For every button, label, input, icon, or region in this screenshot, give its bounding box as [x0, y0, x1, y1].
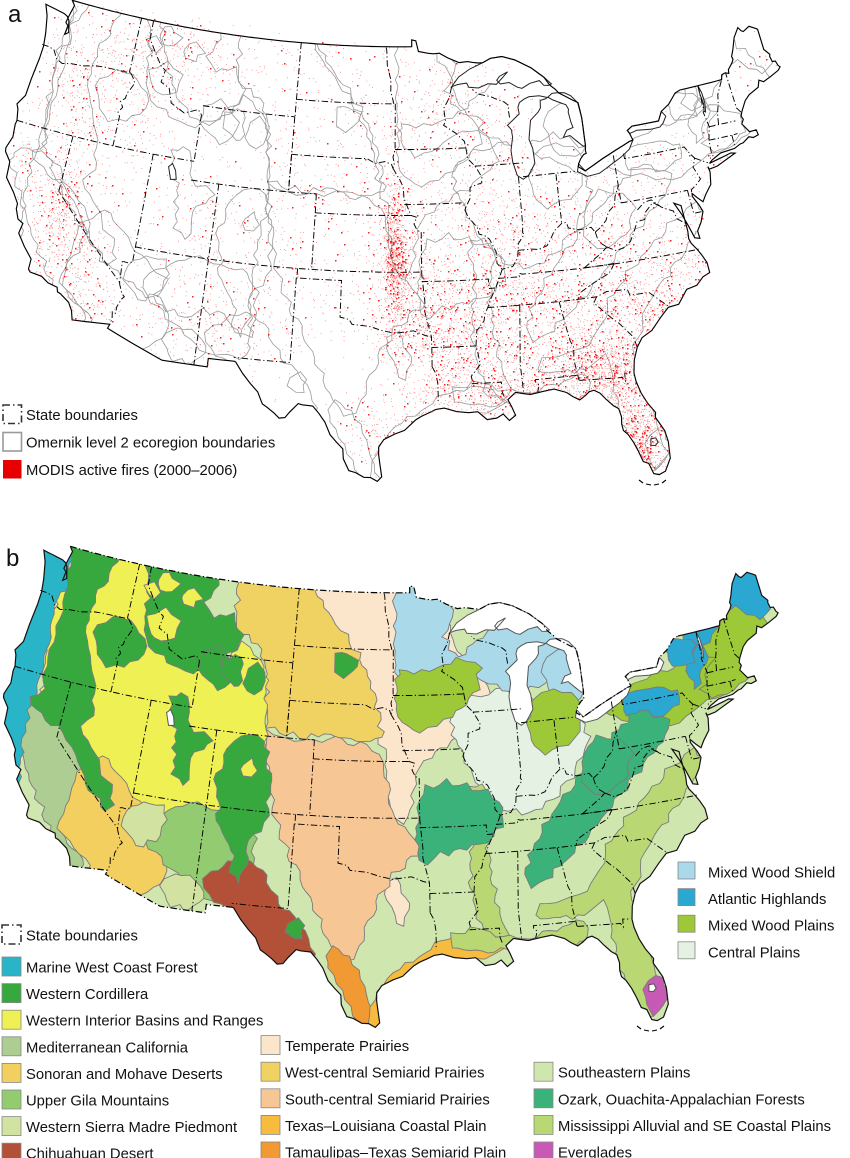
svg-text:Omernik level 2 ecoregion boun: Omernik level 2 ecoregion boundaries: [26, 436, 275, 452]
svg-text:Texas–Louisiana Coastal Plain: Texas–Louisiana Coastal Plain: [285, 1119, 487, 1135]
svg-text:Mixed Wood Plains: Mixed Wood Plains: [708, 919, 834, 935]
svg-text:Marine West Coast Forest: Marine West Coast Forest: [26, 961, 198, 977]
svg-text:Western Interior Basins and Ra: Western Interior Basins and Ranges: [26, 1014, 263, 1030]
svg-text:Upper Gila Mountains: Upper Gila Mountains: [26, 1094, 169, 1110]
svg-text:MODIS active fires (2000–2006): MODIS active fires (2000–2006): [26, 463, 237, 479]
svg-text:South-central Semiarid Prairie: South-central Semiarid Prairies: [285, 1092, 490, 1108]
svg-text:Central Plains: Central Plains: [708, 945, 800, 961]
svg-text:Temperate Prairies: Temperate Prairies: [285, 1039, 409, 1055]
svg-text:Chihuahuan Desert: Chihuahuan Desert: [26, 1147, 154, 1158]
svg-text:Mississippi Alluvial and SE Co: Mississippi Alluvial and SE Coastal Plai…: [558, 1119, 831, 1135]
svg-text:a: a: [8, 1, 22, 28]
svg-text:Tamaulipas–Texas Semiarid Plai: Tamaulipas–Texas Semiarid Plain: [285, 1146, 506, 1158]
svg-text:Western Sierra Madre Piedmont: Western Sierra Madre Piedmont: [26, 1120, 237, 1136]
svg-text:Mixed Wood Shield: Mixed Wood Shield: [708, 866, 835, 882]
svg-text:Sonoran and Mohave Deserts: Sonoran and Mohave Deserts: [26, 1067, 223, 1083]
svg-text:State boundaries: State boundaries: [26, 408, 138, 424]
svg-text:West-central Semiarid Prairies: West-central Semiarid Prairies: [285, 1066, 485, 1082]
svg-text:b: b: [6, 545, 19, 572]
svg-text:Southeastern Plains: Southeastern Plains: [558, 1066, 690, 1082]
svg-text:Ozark, Ouachita-Appalachian Fo: Ozark, Ouachita-Appalachian Forests: [558, 1092, 805, 1108]
svg-text:Western Cordillera: Western Cordillera: [26, 987, 149, 1003]
svg-text:Atlantic Highlands: Atlantic Highlands: [708, 892, 826, 908]
svg-text:State boundaries: State boundaries: [26, 929, 138, 945]
svg-text:Everglades: Everglades: [558, 1146, 632, 1158]
svg-text:Mediterranean California: Mediterranean California: [26, 1040, 189, 1056]
